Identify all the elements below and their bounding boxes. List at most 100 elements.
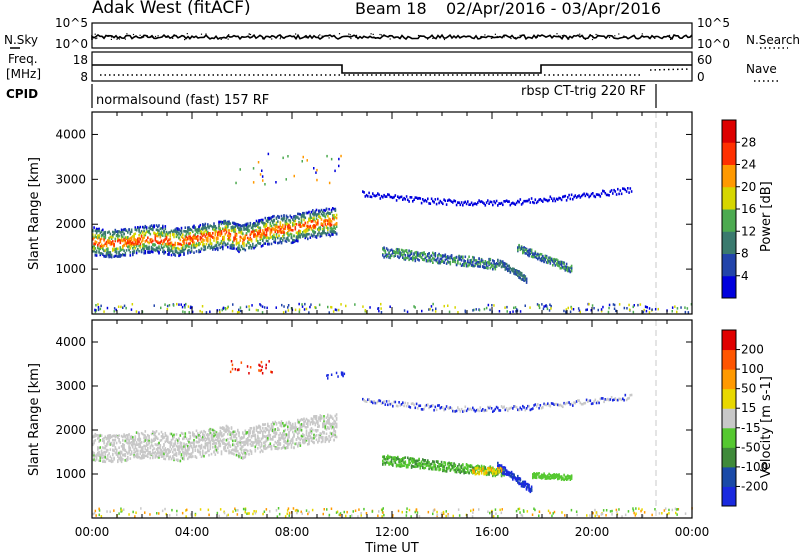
power-cell	[140, 248, 143, 252]
velocity-cell	[209, 427, 212, 431]
power-cell	[148, 229, 150, 233]
power-cell	[628, 303, 630, 307]
power-cell	[330, 210, 333, 214]
power-cell	[603, 190, 605, 193]
velocity-cell	[254, 449, 257, 453]
velocity-cell	[218, 434, 220, 438]
power-cell	[180, 226, 183, 230]
power-cell	[99, 240, 102, 243]
power-cell	[172, 304, 175, 307]
velocity-cell	[269, 437, 272, 441]
velocity-cell	[428, 467, 430, 471]
velocity-cell	[210, 436, 213, 440]
power-cell	[97, 228, 99, 231]
velocity-cell	[164, 434, 167, 437]
velocity-cell	[160, 451, 163, 454]
power-cell	[517, 199, 519, 203]
power-cell	[684, 310, 687, 314]
power-cell	[94, 242, 97, 246]
velocity-cell	[278, 443, 280, 446]
power-cell	[323, 230, 325, 233]
power-cell	[203, 248, 205, 252]
velocity-cell	[287, 437, 289, 440]
velocity-cell	[225, 424, 228, 428]
power-cell	[215, 230, 218, 233]
nsearch-point	[200, 33, 203, 35]
velocity-cell	[144, 437, 147, 440]
power-cell	[263, 221, 265, 225]
velocity-cell	[205, 443, 208, 447]
power-cell	[274, 236, 277, 240]
power-cell	[189, 228, 192, 232]
power-cell	[504, 265, 507, 268]
velocity-cell	[410, 459, 413, 463]
power-cell	[173, 245, 175, 249]
power-cell	[198, 241, 200, 245]
velocity-cell	[260, 441, 263, 445]
velocity-cell	[334, 420, 337, 424]
power-cell	[227, 225, 229, 229]
power-cell	[428, 256, 430, 259]
velocity-cell	[129, 457, 132, 460]
power-cell	[676, 307, 679, 310]
velocity-cell	[102, 460, 104, 463]
station-title: Adak West (fitACF)	[92, 0, 251, 18]
power-cell	[432, 302, 434, 306]
power-cell	[270, 242, 273, 246]
power-cell	[538, 256, 540, 260]
power-cell	[265, 219, 268, 223]
power-cell	[327, 226, 329, 230]
power-cell	[363, 191, 365, 194]
power-cell	[445, 262, 448, 265]
velocity-cell	[293, 434, 295, 438]
power-cell	[105, 255, 108, 258]
velocity-cell	[204, 431, 207, 434]
power-cell	[179, 251, 182, 255]
velocity-cell	[139, 441, 142, 445]
power-cell	[184, 226, 187, 229]
power-cell	[438, 261, 440, 265]
velocity-cell	[154, 443, 157, 446]
velocity-cell	[223, 433, 225, 436]
velocity-cell	[130, 450, 133, 453]
power-cell	[164, 234, 167, 238]
power-cell	[158, 229, 160, 233]
velocity-cell	[273, 428, 275, 432]
power-cell	[208, 225, 210, 229]
power-cell	[93, 247, 95, 251]
power-cell	[567, 266, 569, 269]
power-cell	[563, 266, 565, 269]
power-cell	[575, 196, 578, 199]
velocity-cell	[203, 429, 205, 433]
power-cell	[439, 199, 442, 203]
power-cell	[199, 242, 202, 246]
power-cell	[523, 246, 525, 249]
power-cell	[299, 236, 302, 239]
power-cell	[408, 258, 410, 262]
power-cell	[292, 241, 294, 244]
power-cell	[129, 243, 132, 247]
power-cell	[303, 211, 305, 215]
velocity-cell	[158, 451, 160, 454]
power-cell	[248, 224, 250, 228]
nsky-panel: N.Sky 10^5 10^0 10^5 10^0 N.Search	[4, 16, 800, 51]
power-cell	[177, 227, 179, 230]
power-cell	[318, 226, 320, 230]
power-cell	[487, 303, 490, 307]
power-cell	[195, 235, 198, 239]
power-cell	[420, 201, 423, 205]
velocity-cell	[334, 425, 337, 428]
velocity-cell	[390, 460, 393, 464]
velocity-cell	[124, 439, 127, 443]
power-cell	[239, 306, 242, 309]
power-cell	[253, 231, 255, 235]
velocity-cell	[318, 416, 320, 419]
power-cell	[199, 235, 202, 239]
power-cell	[268, 242, 270, 246]
power-cell	[632, 310, 635, 314]
power-cell	[209, 224, 212, 227]
velocity-cell	[290, 427, 293, 431]
nsearch-point	[377, 37, 379, 39]
power-cell	[235, 247, 238, 251]
velocity-cell	[108, 434, 110, 438]
